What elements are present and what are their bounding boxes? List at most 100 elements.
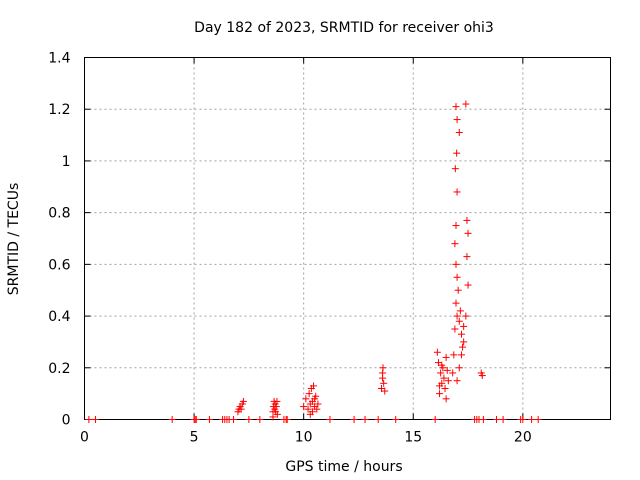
data-point	[380, 379, 388, 387]
data-point	[452, 103, 460, 111]
data-point	[451, 240, 459, 248]
data-point	[462, 312, 470, 320]
data-point	[450, 351, 458, 359]
y-tick-label: 1.4	[48, 51, 70, 67]
data-point	[462, 100, 470, 108]
data-point	[452, 299, 460, 307]
axis-ticks: 0 5 10 15 20 0 0.2 0.4 0.6 0.8 1 1.2 1.4	[48, 51, 611, 446]
data-point	[457, 351, 465, 359]
data-point	[192, 416, 200, 423]
data-point	[460, 322, 468, 330]
data-point	[464, 281, 472, 289]
data-point	[528, 416, 536, 423]
data-point	[455, 128, 463, 136]
data-point	[438, 361, 446, 369]
data-point	[311, 395, 319, 403]
data-point	[308, 408, 316, 416]
x-tick-label: 15	[404, 430, 422, 446]
data-point	[452, 260, 460, 268]
data-point	[440, 374, 448, 382]
y-tick-label: 0.6	[48, 257, 70, 273]
data-point	[230, 416, 238, 423]
y-tick-label: 0.8	[48, 206, 70, 222]
data-point	[534, 416, 542, 423]
plot-frame	[84, 57, 611, 420]
data-point	[436, 390, 444, 398]
y-tick-label: 1.2	[48, 102, 70, 118]
data-point	[269, 413, 277, 421]
data-point	[449, 369, 457, 377]
x-tick-label: 20	[514, 430, 532, 446]
chart-title: Day 182 of 2023, SRMTID for receiver ohi…	[194, 20, 494, 36]
grid-lines	[84, 57, 611, 420]
data-point	[91, 416, 99, 423]
data-point	[239, 397, 247, 405]
data-point	[441, 384, 449, 392]
data-point	[273, 397, 281, 405]
data-point	[314, 400, 322, 408]
data-point	[456, 307, 464, 315]
data-point	[452, 222, 460, 230]
data-point	[256, 416, 264, 423]
data-point	[457, 330, 465, 338]
data-point	[459, 343, 467, 351]
data-point	[237, 405, 245, 413]
data-point	[168, 416, 176, 423]
data-point	[460, 338, 468, 346]
data-point	[85, 416, 93, 423]
data-point	[463, 216, 471, 224]
data-point	[302, 395, 310, 403]
data-point	[205, 416, 213, 423]
data-point	[454, 286, 462, 294]
data-point	[433, 348, 441, 356]
data-point	[326, 416, 334, 423]
x-axis-label: GPS time / hours	[285, 459, 402, 475]
data-point	[455, 364, 463, 372]
data-point	[479, 416, 487, 423]
data-point	[453, 273, 461, 281]
y-tick-label: 0	[62, 413, 71, 429]
data-point	[442, 353, 450, 361]
data-point	[453, 377, 461, 385]
data-point	[300, 403, 308, 411]
data-point	[272, 403, 280, 411]
data-point	[361, 416, 369, 423]
data-point	[451, 165, 459, 173]
data-point	[379, 369, 387, 377]
data-point	[453, 116, 461, 124]
x-tick-label: 10	[295, 430, 313, 446]
data-point	[455, 317, 463, 325]
data-point	[431, 416, 439, 423]
y-tick-label: 0.2	[48, 361, 70, 377]
data-point	[374, 416, 382, 423]
data-point	[519, 416, 527, 423]
data-point	[310, 382, 318, 390]
data-point	[283, 416, 291, 423]
data-point	[444, 377, 452, 385]
data-point	[442, 395, 450, 403]
data-points	[85, 100, 542, 423]
data-point	[313, 405, 321, 413]
data-point	[437, 369, 445, 377]
data-point	[273, 410, 281, 418]
x-tick-label: 5	[190, 430, 199, 446]
data-point	[245, 416, 253, 423]
data-point	[392, 416, 400, 423]
data-point	[453, 312, 461, 320]
data-point	[493, 416, 501, 423]
data-point	[464, 229, 472, 237]
data-point	[305, 390, 313, 398]
data-point	[443, 366, 451, 374]
data-point	[381, 387, 389, 395]
data-point	[304, 405, 312, 413]
data-point	[499, 416, 507, 423]
data-point	[453, 188, 461, 196]
y-tick-label: 1	[62, 154, 71, 170]
data-point	[463, 253, 471, 261]
data-point	[436, 382, 444, 390]
data-point	[478, 372, 486, 380]
y-axis-label: SRMTID / TECUs	[6, 183, 22, 296]
data-point	[453, 149, 461, 157]
x-tick-label: 0	[80, 430, 89, 446]
